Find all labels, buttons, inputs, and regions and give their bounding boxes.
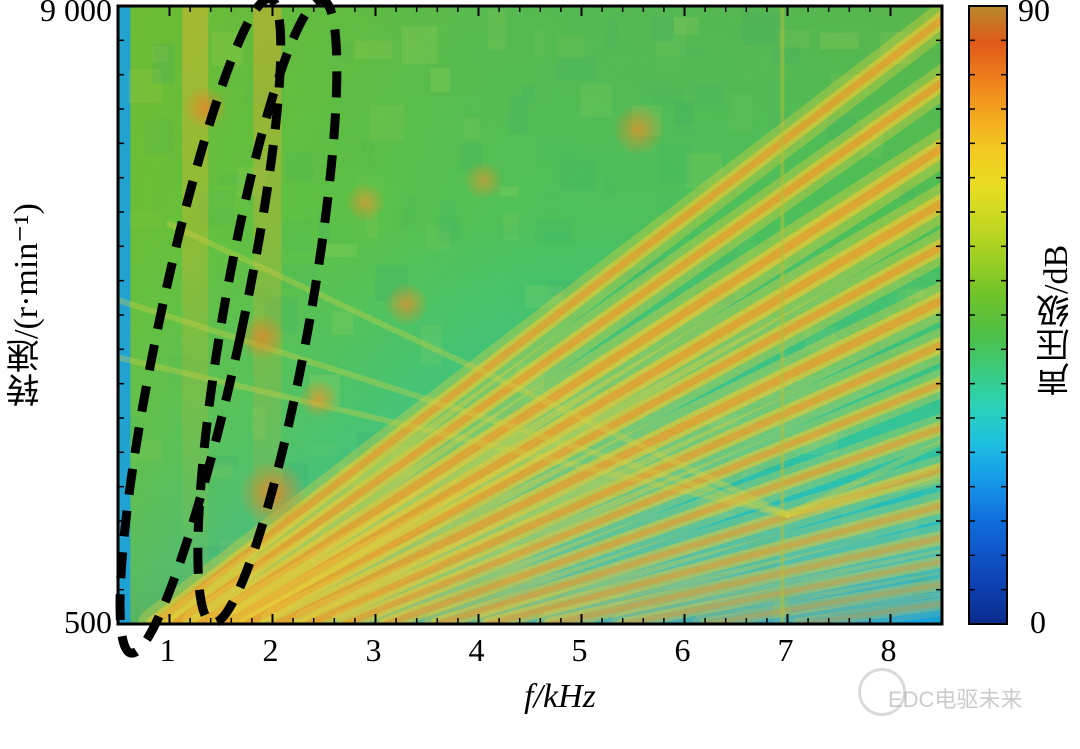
watermark-text: EDC电驱未来 [888, 682, 1022, 714]
x-tick: 5 [572, 632, 588, 669]
x-tick: 4 [469, 632, 485, 669]
x-tick: 8 [881, 632, 897, 669]
x-tick: 6 [675, 632, 691, 669]
x-tick: 2 [263, 632, 279, 669]
x-tick: 1 [160, 632, 176, 669]
x-tick: 7 [778, 632, 794, 669]
x-tick: 3 [366, 632, 382, 669]
